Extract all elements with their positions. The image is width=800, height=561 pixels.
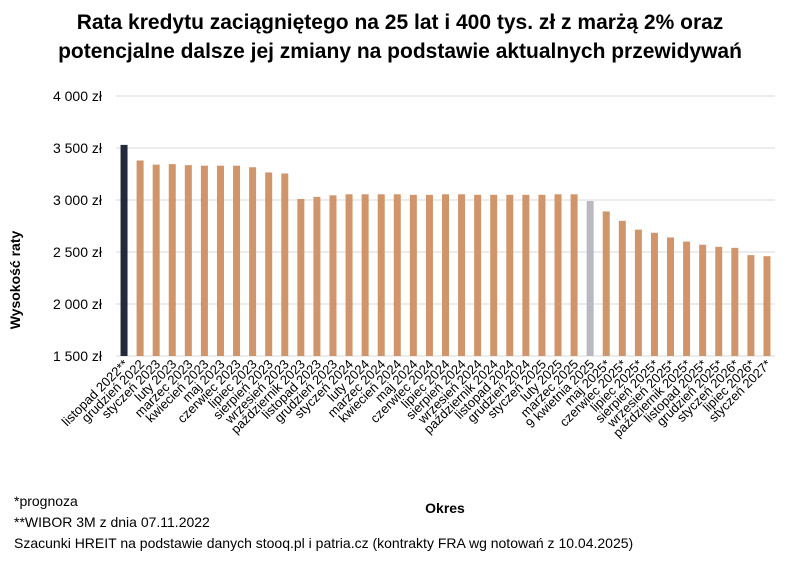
bar xyxy=(313,196,321,356)
bar xyxy=(425,194,433,356)
chart-title-line-1: Rata kredytu zaciągniętego na 25 lat i 4… xyxy=(76,11,724,34)
y-tick-label: 4 000 zł xyxy=(53,88,103,104)
bar xyxy=(586,201,594,356)
bar xyxy=(699,244,707,356)
footnote-wibor: **WIBOR 3M z dnia 07.11.2022 xyxy=(14,514,210,530)
bar xyxy=(522,194,530,356)
y-axis-tick-labels: 1 500 zł 2 000 zł 2 500 zł 3 000 zł 3 500 zł… xyxy=(53,88,103,364)
bar xyxy=(554,194,562,356)
x-axis-title: Okres xyxy=(425,500,465,516)
bar xyxy=(634,229,642,356)
bar xyxy=(297,198,305,356)
bar xyxy=(747,255,755,356)
bar xyxy=(168,164,176,356)
bar xyxy=(184,165,192,356)
bar xyxy=(200,165,208,356)
bar xyxy=(249,167,257,356)
bar xyxy=(281,173,289,356)
bar xyxy=(377,194,385,356)
bar xyxy=(361,194,369,356)
bar xyxy=(506,194,514,356)
bars xyxy=(120,144,771,356)
y-tick-label: 3 500 zł xyxy=(53,140,103,156)
bar xyxy=(538,194,546,356)
bar xyxy=(458,194,466,356)
bar xyxy=(136,160,144,356)
bar xyxy=(265,172,273,356)
bar xyxy=(474,194,482,356)
y-axis-title-text: Wysokość raty xyxy=(7,230,23,330)
bar xyxy=(490,194,498,356)
y-axis-title: Wysokość raty xyxy=(7,220,23,340)
bar xyxy=(152,164,160,356)
bar xyxy=(602,211,610,356)
y-tick-label: 3 000 zł xyxy=(53,192,103,208)
bar xyxy=(683,241,691,356)
y-tick-label: 1 500 zł xyxy=(53,348,103,364)
bar xyxy=(731,247,739,356)
bar xyxy=(345,194,353,356)
footnotes: *prognoza **WIBOR 3M z dnia 07.11.2022 S… xyxy=(14,491,633,554)
chart-title: Rata kredytu zaciągniętego na 25 lat i 4… xyxy=(0,8,800,66)
bar xyxy=(409,194,417,356)
y-tick-label: 2 000 zł xyxy=(53,296,103,312)
bar xyxy=(216,165,224,356)
bar xyxy=(233,165,241,356)
bar xyxy=(715,246,723,356)
bar xyxy=(442,194,449,356)
footnote-forecast: *prognoza xyxy=(14,493,78,509)
bar xyxy=(650,232,658,356)
bar xyxy=(393,194,401,356)
footnote-source: Szacunki HREIT na podstawie danych stooq… xyxy=(14,535,634,551)
bar xyxy=(120,144,128,356)
chart-title-line-2: potencjalne dalsze jej zmiany na podstaw… xyxy=(58,40,742,63)
bar xyxy=(667,237,675,356)
bar xyxy=(570,194,578,356)
bar xyxy=(329,195,337,356)
bar xyxy=(763,256,771,356)
bar xyxy=(618,220,626,356)
y-tick-label: 2 500 zł xyxy=(53,244,103,260)
